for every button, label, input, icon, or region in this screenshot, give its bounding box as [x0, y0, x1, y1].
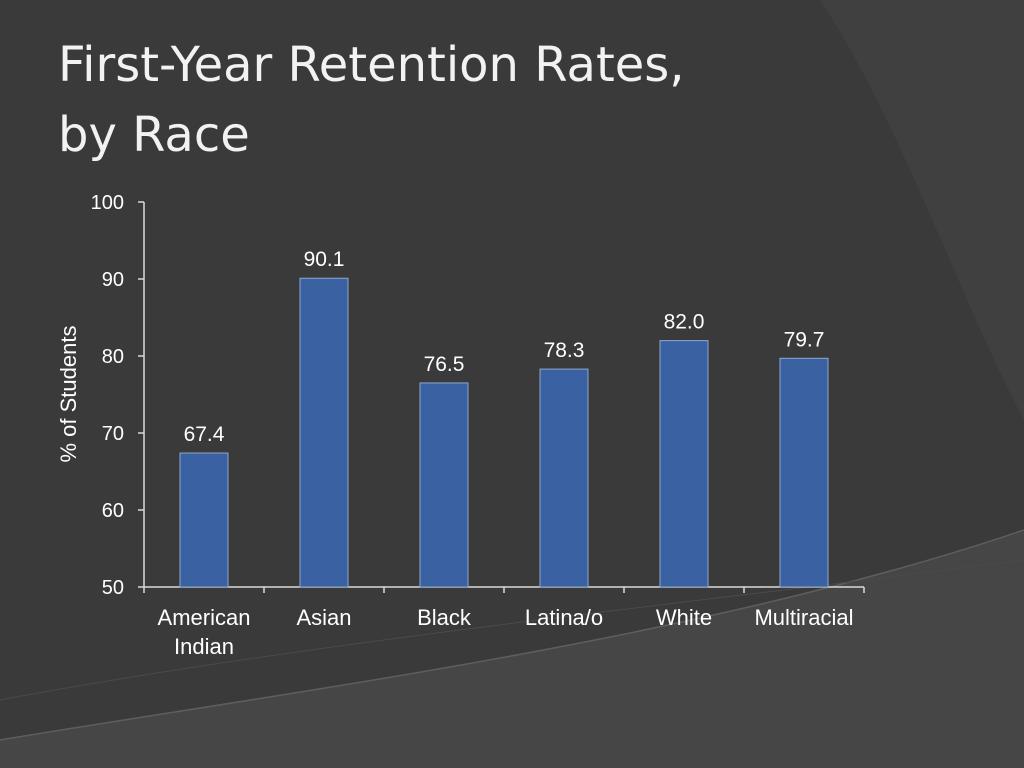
y-tick-label: 50: [102, 577, 124, 599]
bar: [659, 340, 709, 588]
data-label: 79.7: [784, 328, 825, 351]
data-label: 67.4: [184, 423, 225, 446]
y-tick-label: 100: [91, 192, 124, 214]
chart-axes: [138, 201, 865, 593]
data-label: 90.1: [304, 248, 345, 271]
bar: [419, 382, 469, 588]
data-label: 78.3: [544, 339, 585, 362]
y-tick-label: 80: [102, 346, 124, 368]
page-title-line-1: First-Year Retention Rates,: [58, 37, 685, 93]
chart-labels: 50 60 70 80 90 100 67.4 American Indian 90.1 Asian…: [91, 192, 854, 659]
x-tick-label: Multiracial: [754, 605, 853, 630]
x-tick-label: Latina/o: [525, 605, 603, 630]
page-title: First-Year Retention Rates, by Race: [58, 30, 958, 170]
y-tick-label: 90: [102, 269, 124, 291]
data-label: 76.5: [424, 353, 465, 376]
page-title-line-2: by Race: [58, 107, 250, 163]
bar: [179, 452, 229, 588]
bar: [779, 357, 829, 588]
x-tick-label: American: [158, 605, 251, 630]
chart-bars: [179, 277, 829, 588]
y-tick-label: 70: [102, 423, 124, 445]
y-tick-label: 60: [102, 500, 124, 522]
x-tick-label: White: [656, 605, 712, 630]
bar: [299, 277, 349, 588]
x-tick-label: Black: [417, 605, 472, 630]
bar: [539, 368, 589, 588]
data-label: 82.0: [664, 311, 705, 334]
y-axis-label: % of Students: [56, 326, 81, 463]
x-tick-label: Asian: [296, 605, 351, 630]
x-tick-label: Indian: [174, 634, 234, 659]
